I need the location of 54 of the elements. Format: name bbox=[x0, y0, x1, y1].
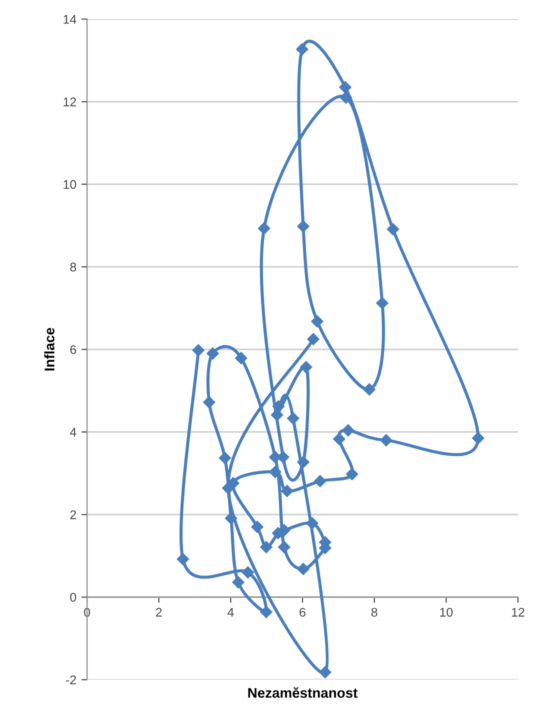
y-tick-label: 4 bbox=[70, 428, 76, 436]
point bbox=[319, 666, 332, 678]
x-tick-label: 8 bbox=[371, 608, 378, 617]
x-tick-label: 2 bbox=[156, 608, 162, 617]
point bbox=[386, 223, 400, 236]
point bbox=[339, 81, 352, 94]
point bbox=[269, 466, 282, 478]
point bbox=[287, 412, 300, 424]
point bbox=[235, 352, 248, 364]
x-tick-label: 4 bbox=[228, 608, 234, 617]
point bbox=[342, 424, 354, 436]
point bbox=[376, 297, 388, 310]
point bbox=[306, 517, 318, 530]
point bbox=[296, 43, 308, 56]
point bbox=[251, 520, 264, 534]
point bbox=[311, 315, 324, 328]
point bbox=[363, 383, 376, 396]
x-tick-label: 6 bbox=[300, 608, 306, 617]
point bbox=[297, 562, 310, 576]
point bbox=[380, 434, 392, 446]
point bbox=[260, 606, 272, 618]
point bbox=[346, 468, 358, 480]
point bbox=[218, 452, 232, 464]
point bbox=[258, 222, 270, 235]
point bbox=[333, 432, 346, 446]
y-tick-label: 0 bbox=[70, 592, 76, 602]
point bbox=[224, 512, 238, 524]
y-axis-title: Inflace bbox=[44, 328, 54, 370]
x-tick-label: 10 bbox=[440, 608, 453, 617]
y-tick-label: 10 bbox=[64, 180, 76, 189]
point bbox=[206, 347, 219, 360]
point bbox=[203, 396, 216, 408]
point bbox=[314, 475, 326, 488]
x-tick-label: 12 bbox=[512, 608, 524, 617]
point bbox=[472, 432, 484, 444]
point bbox=[232, 576, 244, 588]
y-tick-label: 14 bbox=[64, 15, 76, 24]
x-axis-title: Nezaměstnanost bbox=[248, 687, 358, 698]
y-tick-label: 8 bbox=[70, 262, 76, 272]
point bbox=[278, 541, 290, 554]
y-tick-label: 12 bbox=[64, 97, 76, 106]
y-tick-label: 6 bbox=[70, 345, 76, 354]
point bbox=[297, 456, 310, 468]
point bbox=[297, 220, 310, 232]
y-tick-label: 2 bbox=[70, 510, 76, 520]
point bbox=[340, 91, 352, 104]
point bbox=[242, 566, 254, 578]
y-tick-label: -2 bbox=[66, 675, 76, 684]
point bbox=[307, 332, 320, 346]
point bbox=[192, 344, 204, 356]
point bbox=[300, 361, 312, 374]
point bbox=[260, 541, 272, 554]
point bbox=[176, 553, 190, 566]
point bbox=[280, 484, 294, 498]
